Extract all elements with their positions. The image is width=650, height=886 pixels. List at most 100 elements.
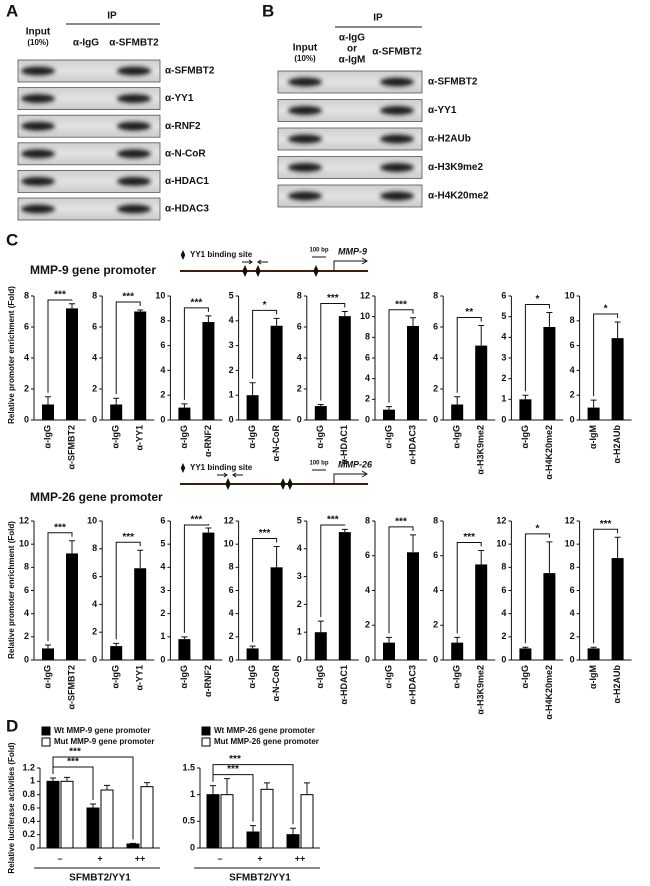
y-tick-label: 0 [297, 654, 302, 664]
error-bar [137, 309, 144, 312]
legend-label: Mut MMP-26 gene promoter [214, 737, 319, 746]
significance-bracket [593, 313, 619, 397]
y-tick-label: 12 [565, 515, 575, 525]
x-tick-label: α-IgG [383, 425, 393, 449]
y-tick-label: 0 [229, 654, 234, 664]
y-tick-label: 8 [365, 515, 370, 525]
blot-band [380, 191, 414, 201]
blot-strip [17, 59, 161, 83]
x-tick-label: α-H4K20me2 [544, 665, 554, 720]
bar [300, 794, 314, 849]
promoter-title: MMP-26 gene promoter [30, 490, 163, 504]
x-tick-label: α-IgG [520, 665, 530, 689]
bar [475, 345, 488, 420]
y-tick-label: 3 [297, 571, 302, 581]
bar [246, 395, 259, 420]
significance-bracket [524, 533, 550, 644]
y-tick-label: 0.5 [182, 816, 195, 826]
y-tick-label: 4 [229, 315, 234, 325]
y-tick-label: 0 [160, 654, 165, 664]
y-tick-label: 1 [160, 631, 165, 641]
blot-band [117, 204, 151, 214]
primer-arrow [257, 259, 268, 265]
bar [314, 406, 327, 420]
error-bar [590, 399, 597, 408]
y-tick-label: 5 [501, 311, 506, 321]
y-tick-label: 10 [496, 539, 506, 549]
error-bar [224, 778, 230, 795]
x-tick-label: α-IgG [452, 425, 462, 449]
y-tick-label: 4 [297, 543, 302, 553]
blot-strip [17, 169, 161, 193]
panel-letter: A [6, 1, 18, 20]
blot-label: α-HDAC3 [165, 204, 209, 215]
blot-strip [277, 70, 423, 94]
blot-strip [277, 184, 423, 208]
lane-header: (10%) [294, 54, 316, 63]
y-tick-label: 0.2 [22, 829, 35, 839]
significance-label: ** [465, 307, 473, 318]
error-bar [290, 827, 296, 835]
significance-label: *** [395, 517, 407, 528]
y-tick-label: 8 [92, 290, 97, 300]
x-tick-label: α-IgG [315, 665, 325, 689]
error-bar [64, 776, 70, 782]
x-tick-label: α-IgG [179, 665, 189, 689]
x-tick-label: α-IgG [179, 425, 189, 449]
y-tick-label: 6 [92, 321, 97, 331]
y-tick-label: 5 [160, 539, 165, 549]
blot-band [380, 106, 414, 115]
error-bar [454, 396, 461, 405]
y-tick-label: 4 [365, 585, 370, 595]
error-bar [614, 321, 621, 339]
y-tick-label: 4 [24, 608, 29, 618]
y-tick-label: 2 [433, 383, 438, 393]
y-tick-label: 8 [570, 562, 575, 572]
y-tick-label: 4 [297, 352, 302, 362]
legend-label: Wt MMP-9 gene promoter [54, 726, 150, 735]
lane-header: Input [293, 43, 318, 54]
site-legend: YY1 binding site [190, 250, 253, 259]
y-tick-label: 0 [190, 842, 195, 852]
error-bar [69, 540, 75, 554]
primer-arrow [242, 259, 253, 265]
x-tick-label: α-H3K9me2 [476, 665, 486, 715]
y-tick-label: 0 [570, 654, 575, 664]
bar [383, 642, 395, 660]
bar [134, 568, 147, 660]
significance-bracket [52, 756, 134, 840]
bar [270, 567, 283, 660]
y-tick-label: 2 [160, 608, 165, 618]
y-tick-label: 8 [92, 543, 97, 553]
y-tick-label: 2 [24, 383, 29, 393]
binding-site [287, 478, 293, 490]
error-bar [181, 403, 188, 408]
blot-label: α-SFMBT2 [165, 66, 215, 77]
significance-label: * [535, 523, 539, 534]
error-bar [478, 324, 485, 346]
significance-bracket [183, 523, 209, 633]
x-tick-label: + [257, 853, 262, 863]
y-tick-label: 4 [24, 352, 29, 362]
error-bar [205, 527, 212, 533]
x-tick-label: α-IgG [111, 425, 121, 449]
y-tick-label: 8 [501, 562, 506, 572]
blot-strip [277, 156, 423, 179]
y-tick-label: 6 [365, 550, 370, 560]
significance-label: *** [191, 297, 203, 308]
y-tick-label: 4 [92, 599, 97, 609]
error-bar [249, 645, 256, 649]
blot-band [288, 191, 322, 201]
y-axis-label: Relative promoter enrichment (Fold) [7, 286, 16, 424]
legend-swatch [41, 726, 51, 736]
error-bar [113, 397, 120, 405]
bar [178, 639, 191, 660]
y-tick-label: 10 [565, 290, 575, 300]
blot-band [21, 176, 55, 186]
significance-label: *** [191, 515, 203, 526]
blot-band [117, 66, 151, 76]
error-bar [590, 646, 597, 649]
blot-label: α-RNF2 [165, 121, 201, 132]
gene-label: MMP-9 [338, 246, 367, 256]
